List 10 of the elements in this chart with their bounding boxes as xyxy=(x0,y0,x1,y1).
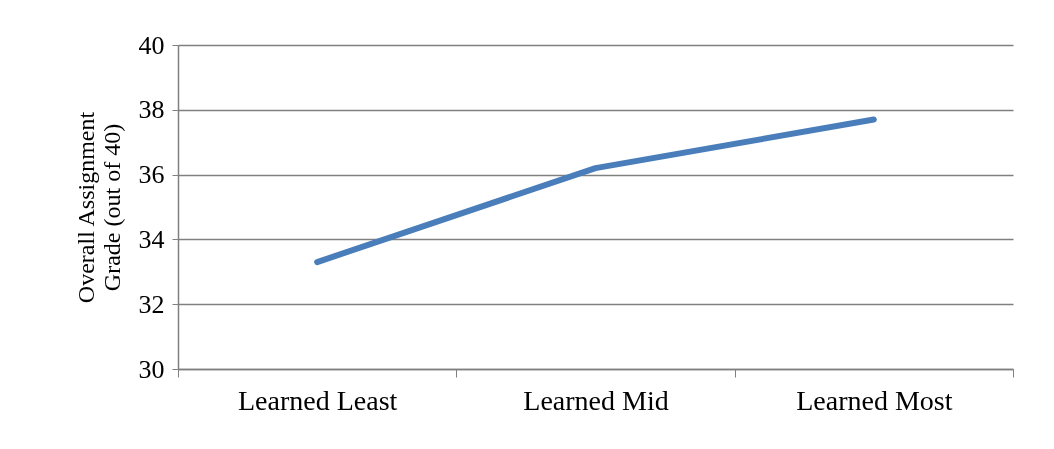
y-tick-label: 32 xyxy=(138,289,165,319)
y-tick-label: 40 xyxy=(138,30,165,60)
x-tick-label: Learned Most xyxy=(796,384,953,416)
y-tick-label: 30 xyxy=(138,354,165,384)
x-tick-label: Learned Mid xyxy=(523,384,669,416)
x-tick-label: Learned Least xyxy=(237,384,398,416)
y-tick-label: 34 xyxy=(138,224,165,254)
y-tick-label: 36 xyxy=(138,160,165,190)
y-tick-label: 38 xyxy=(138,95,165,125)
y-axis-title: Overall Assignment Grade (out of 40) xyxy=(72,111,125,304)
